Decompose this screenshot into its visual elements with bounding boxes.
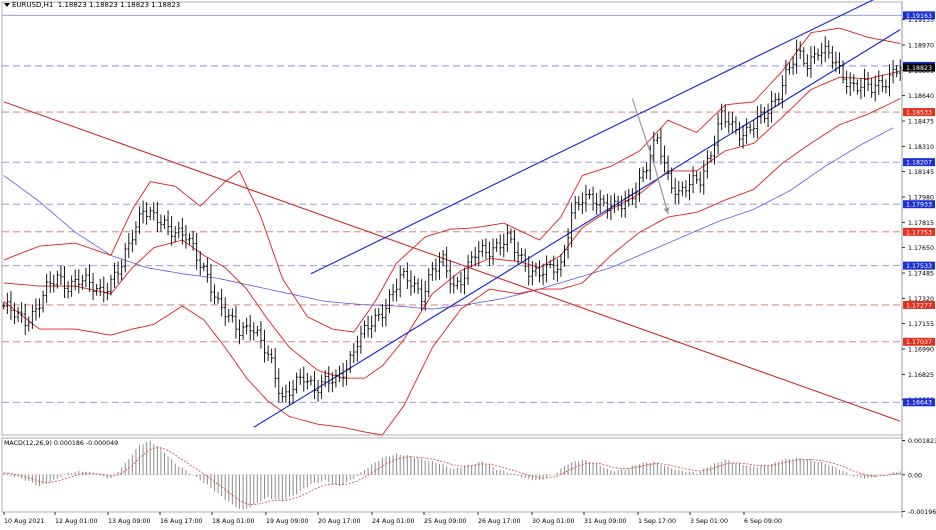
forecast-arrowhead	[663, 207, 670, 214]
moving-average-line	[3, 127, 894, 310]
price-tick-label: 1.18640	[908, 93, 934, 100]
level-price-tag	[903, 200, 935, 209]
level-price-label: 1.17933	[906, 202, 932, 209]
level-price-label: 1.17277	[906, 302, 932, 309]
price-tick-label: 1.16990	[908, 347, 934, 354]
time-tick-label: 19 Aug 09:00	[266, 518, 308, 525]
time-tick-label: 3 Sep 01:00	[690, 518, 728, 525]
level-price-tag	[903, 300, 935, 309]
ohlc-readout: 1.18823 1.18823 1.18823 1.18823	[57, 1, 181, 9]
level-price-tag	[903, 337, 935, 346]
price-tick-label: 1.17155	[908, 321, 934, 328]
time-tick-label: 12 Aug 01:00	[55, 518, 97, 525]
price-tick-label: 1.19135	[908, 17, 934, 24]
level-price-tag	[903, 398, 935, 407]
downtrend-line	[3, 101, 901, 422]
time-tick-label: 16 Aug 17:00	[160, 518, 202, 525]
level-price-label: 1.17753	[906, 229, 932, 236]
time-tick-label: 26 Aug 17:00	[478, 518, 520, 525]
symbol-label: EURUSD,H1	[12, 1, 54, 9]
price-tick-label: 1.17815	[908, 220, 934, 227]
level-price-label: 1.18207	[906, 160, 932, 167]
level-price-tag	[903, 108, 935, 117]
time-tick-label: 20 Aug 17:00	[318, 518, 360, 525]
time-tick-label: 13 Aug 09:00	[108, 518, 150, 525]
forecast-arrow-line	[631, 98, 669, 215]
level-price-label: 1.17533	[906, 263, 932, 270]
bollinger-upper-band	[3, 27, 901, 333]
time-tick-label: 24 Aug 01:00	[372, 518, 414, 525]
level-price-tag	[903, 227, 935, 236]
channel-upper-line	[310, 0, 875, 275]
price-tick-label: 1.16825	[908, 372, 934, 379]
candles-group	[2, 36, 902, 405]
macd-tick-label: -0.00196	[908, 509, 936, 516]
level-price-label: 1.19163	[906, 13, 932, 20]
time-tick-label: 10 Aug 2021	[4, 518, 44, 525]
level-price-tag	[903, 261, 935, 270]
current-price-tag	[903, 63, 935, 72]
price-tick-label: 1.18145	[908, 169, 934, 176]
level-price-label: 1.18533	[906, 109, 932, 116]
time-tick-label: 30 Aug 01:00	[532, 518, 574, 525]
price-tick-label: 1.17485	[908, 271, 934, 278]
level-price-label: 1.17037	[906, 339, 932, 346]
price-tick-label: 1.18475	[908, 118, 934, 125]
price-tick-label: 1.17650	[908, 245, 934, 252]
macd-histogram-group	[3, 440, 901, 510]
macd-tick-label: 0.00	[908, 472, 922, 479]
time-tick-label: 18 Aug 01:00	[212, 518, 254, 525]
time-tick-label: 1 Sep 17:00	[638, 518, 676, 525]
price-tick-label: 1.18310	[908, 144, 934, 151]
macd-tick-label: 0.001823	[908, 438, 936, 445]
time-tick-label: 6 Sep 09:00	[744, 518, 782, 525]
price-tick-label: 1.18970	[908, 42, 934, 49]
time-tick-label: 31 Aug 09:00	[584, 518, 626, 525]
level-price-label: 1.16643	[906, 400, 932, 407]
price-panel-frame	[1, 1, 903, 436]
macd-indicator-label: MACD(12,26,9) 0.000186 -0.000049	[4, 440, 118, 447]
time-tick-label: 25 Aug 09:00	[424, 518, 466, 525]
level-price-tag	[903, 158, 935, 167]
current-price-label: 1.18823	[906, 65, 932, 72]
bollinger-middle-band	[3, 70, 901, 379]
channel-lower-line	[253, 29, 901, 428]
price-tick-label: 1.17980	[908, 195, 934, 202]
bollinger-lower-band	[3, 98, 901, 436]
price-tick-label: 1.17320	[908, 296, 934, 303]
level-price-tag	[903, 11, 935, 20]
chart-header: EURUSD,H1 1.18823 1.18823 1.18823 1.1882…	[4, 1, 180, 9]
macd-signal-line	[3, 447, 901, 505]
chevron-down-icon[interactable]	[4, 3, 10, 7]
